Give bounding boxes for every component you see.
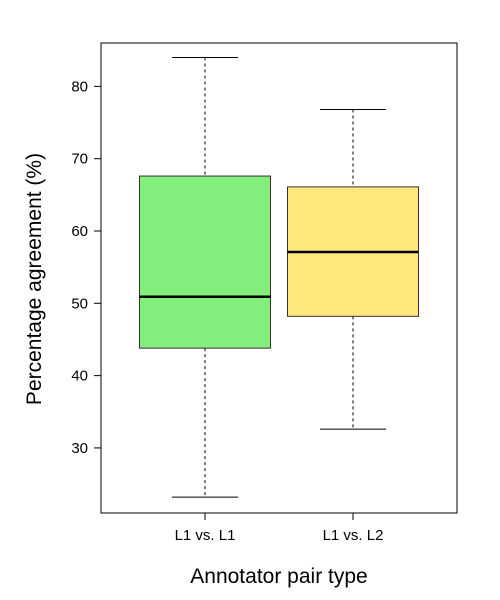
y-tick-label-50: 50	[71, 295, 88, 312]
y-tick-label-70: 70	[71, 151, 88, 168]
x-tick-label-2: L1 vs. L2	[323, 527, 384, 544]
y-tick-label-80: 80	[71, 78, 88, 95]
iqr-box	[139, 175, 271, 349]
plot-frame	[100, 42, 458, 514]
x-axis-title: Annotator pair type	[190, 565, 367, 588]
x-tick-label-1: L1 vs. L1	[175, 527, 236, 544]
y-tick-label-30: 30	[71, 440, 88, 457]
boxes	[139, 56, 419, 498]
y-axis: 30 40 50 60 70 80	[71, 78, 101, 457]
box-2	[287, 109, 419, 430]
box-1	[139, 56, 271, 498]
y-axis-title: Percentage agreement (%)	[23, 153, 46, 405]
y-tick-label-40: 40	[71, 368, 88, 385]
x-axis: L1 vs. L1 L1 vs. L2	[175, 513, 384, 544]
y-tick-label-60: 60	[71, 223, 88, 240]
